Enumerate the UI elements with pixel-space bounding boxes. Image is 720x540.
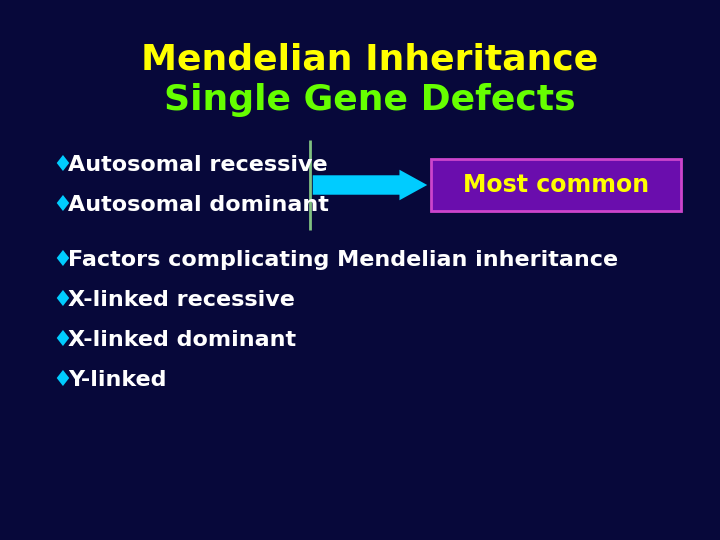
Text: Factors complicating Mendelian inheritance: Factors complicating Mendelian inheritan…	[68, 250, 618, 270]
Text: Autosomal dominant: Autosomal dominant	[68, 195, 329, 215]
Text: Mendelian Inheritance: Mendelian Inheritance	[141, 43, 598, 77]
Text: ♦: ♦	[52, 330, 72, 350]
Text: Single Gene Defects: Single Gene Defects	[164, 83, 576, 117]
Text: Most common: Most common	[463, 173, 649, 197]
Text: Autosomal recessive: Autosomal recessive	[68, 155, 328, 175]
Text: ♦: ♦	[52, 250, 72, 270]
Text: ♦: ♦	[52, 290, 72, 310]
Text: Y-linked: Y-linked	[68, 370, 166, 390]
Text: X-linked dominant: X-linked dominant	[68, 330, 296, 350]
Text: X-linked recessive: X-linked recessive	[68, 290, 295, 310]
FancyArrowPatch shape	[312, 170, 427, 200]
Text: ♦: ♦	[52, 155, 72, 175]
Text: ♦: ♦	[52, 370, 72, 390]
Text: ♦: ♦	[52, 195, 72, 215]
FancyBboxPatch shape	[431, 159, 681, 211]
